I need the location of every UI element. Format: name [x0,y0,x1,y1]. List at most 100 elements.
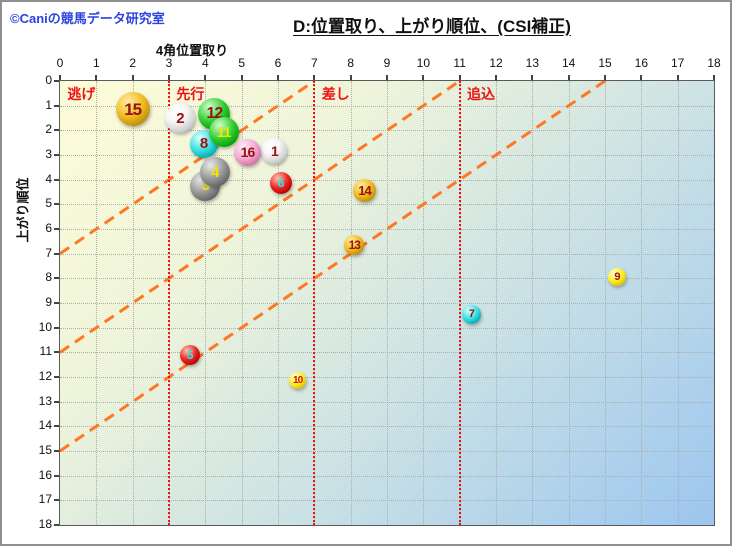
grid-line-vertical [532,81,534,525]
copyright-text: ©Caniの競馬データ研究室 [10,11,165,26]
x-tick-mark [313,75,316,80]
grid-line-horizontal [60,327,714,329]
x-tick-label: 11 [453,56,466,70]
grid-line-vertical [641,81,643,525]
x-tick-label: 14 [561,56,576,70]
horse-ball-9: 9 [607,268,626,287]
y-tick-label: 16 [38,467,52,482]
horse-ball-10: 10 [289,372,307,390]
grid-line-horizontal [60,451,714,452]
x-tick-mark [604,75,606,80]
y-tick-mark [54,524,59,526]
x-tick-mark [168,75,170,80]
y-tick-mark [54,499,59,502]
y-tick-mark [54,178,59,181]
x-tick-mark [349,75,352,80]
y-tick-mark [54,474,59,477]
x-tick-label: 18 [707,56,721,70]
grid-line-horizontal [60,426,714,428]
grid-line-horizontal [60,401,714,403]
x-tick-mark [495,75,497,80]
x-tick-mark [386,75,388,80]
y-tick-label: 2 [45,122,52,137]
y-tick-label: 4 [45,171,52,186]
x-axis-title: 4角位置取り [155,43,229,58]
x-tick-label: 7 [310,56,318,70]
y-tick-label: 3 [45,147,52,161]
y-tick-label: 13 [38,393,52,408]
y-tick-label: 9 [45,295,52,309]
y-tick-mark [54,302,59,304]
x-tick-label: 6 [274,56,282,70]
y-tick-label: 10 [38,319,52,334]
grid-line-vertical [605,81,606,525]
y-tick-mark [54,80,59,82]
grid-line-vertical [496,81,497,525]
x-tick-label: 4 [201,56,209,70]
y-tick-label: 8 [45,270,52,285]
zone-label: 追込 [467,86,496,102]
y-tick-label: 15 [38,443,52,457]
grid-line-horizontal [60,377,714,378]
pace-diagonal-line [60,81,316,255]
y-tick-label: 17 [38,492,52,507]
y-tick-mark [54,425,59,428]
x-tick-mark [422,75,425,80]
horse-ball-13: 13 [344,235,365,256]
x-tick-mark [131,75,134,80]
y-tick-mark [54,450,59,452]
y-tick-mark [54,376,59,378]
x-tick-label: 3 [165,56,173,70]
grid-line-vertical [568,81,570,525]
x-tick-mark [95,75,98,80]
pace-diagonal-guides [60,81,606,453]
x-tick-mark [277,75,279,80]
zone-label: 先行 [176,86,205,102]
horse-ball-2: 2 [164,103,195,133]
y-tick-mark [54,104,59,107]
zone-divider-line [458,81,461,525]
x-tick-label: 13 [525,56,539,70]
y-tick-label: 14 [38,418,52,433]
y-tick-label: 11 [39,344,52,359]
zone-divider-line [168,81,170,525]
horse-ball-16: 16 [233,138,261,166]
x-tick-mark [458,75,461,80]
x-tick-label: 17 [670,56,685,70]
x-tick-label: 16 [634,56,648,70]
y-tick-mark [54,154,59,156]
y-tick-mark [54,228,59,230]
x-tick-mark [567,75,570,80]
horse-ball-14: 14 [352,178,376,202]
y-tick-mark [54,400,59,403]
y-tick-label: 7 [45,245,52,260]
y-tick-mark [54,129,59,132]
y-tick-mark [54,277,59,280]
y-tick-label: 5 [45,196,52,211]
x-tick-mark [676,75,679,80]
zone-label: 逃げ [67,86,96,102]
x-tick-label: 1 [92,56,100,70]
x-tick-mark [713,75,715,80]
x-tick-label: 0 [56,56,64,70]
x-tick-mark [59,75,61,80]
horse-ball-6: 6 [269,172,292,195]
x-tick-label: 12 [489,56,503,70]
zone-divider-line [313,81,316,525]
grid-line-vertical [677,81,679,525]
horse-ball-1: 1 [261,138,288,165]
chart-title: D:位置取り、上がり順位、(CSI補正) [293,17,571,36]
y-tick-label: 12 [38,369,52,383]
x-tick-label: 10 [416,56,430,70]
x-tick-label: 5 [238,56,245,70]
y-tick-mark [54,252,59,255]
horse-ball-5: 5 [179,344,200,365]
x-tick-mark [240,75,243,80]
pace-diagonal-line [60,81,606,453]
x-tick-label: 9 [383,56,391,70]
y-tick-label: 1 [45,97,52,112]
x-tick-label: 2 [129,56,136,70]
pace-diagonal-line [60,81,461,354]
x-tick-mark [640,75,643,80]
